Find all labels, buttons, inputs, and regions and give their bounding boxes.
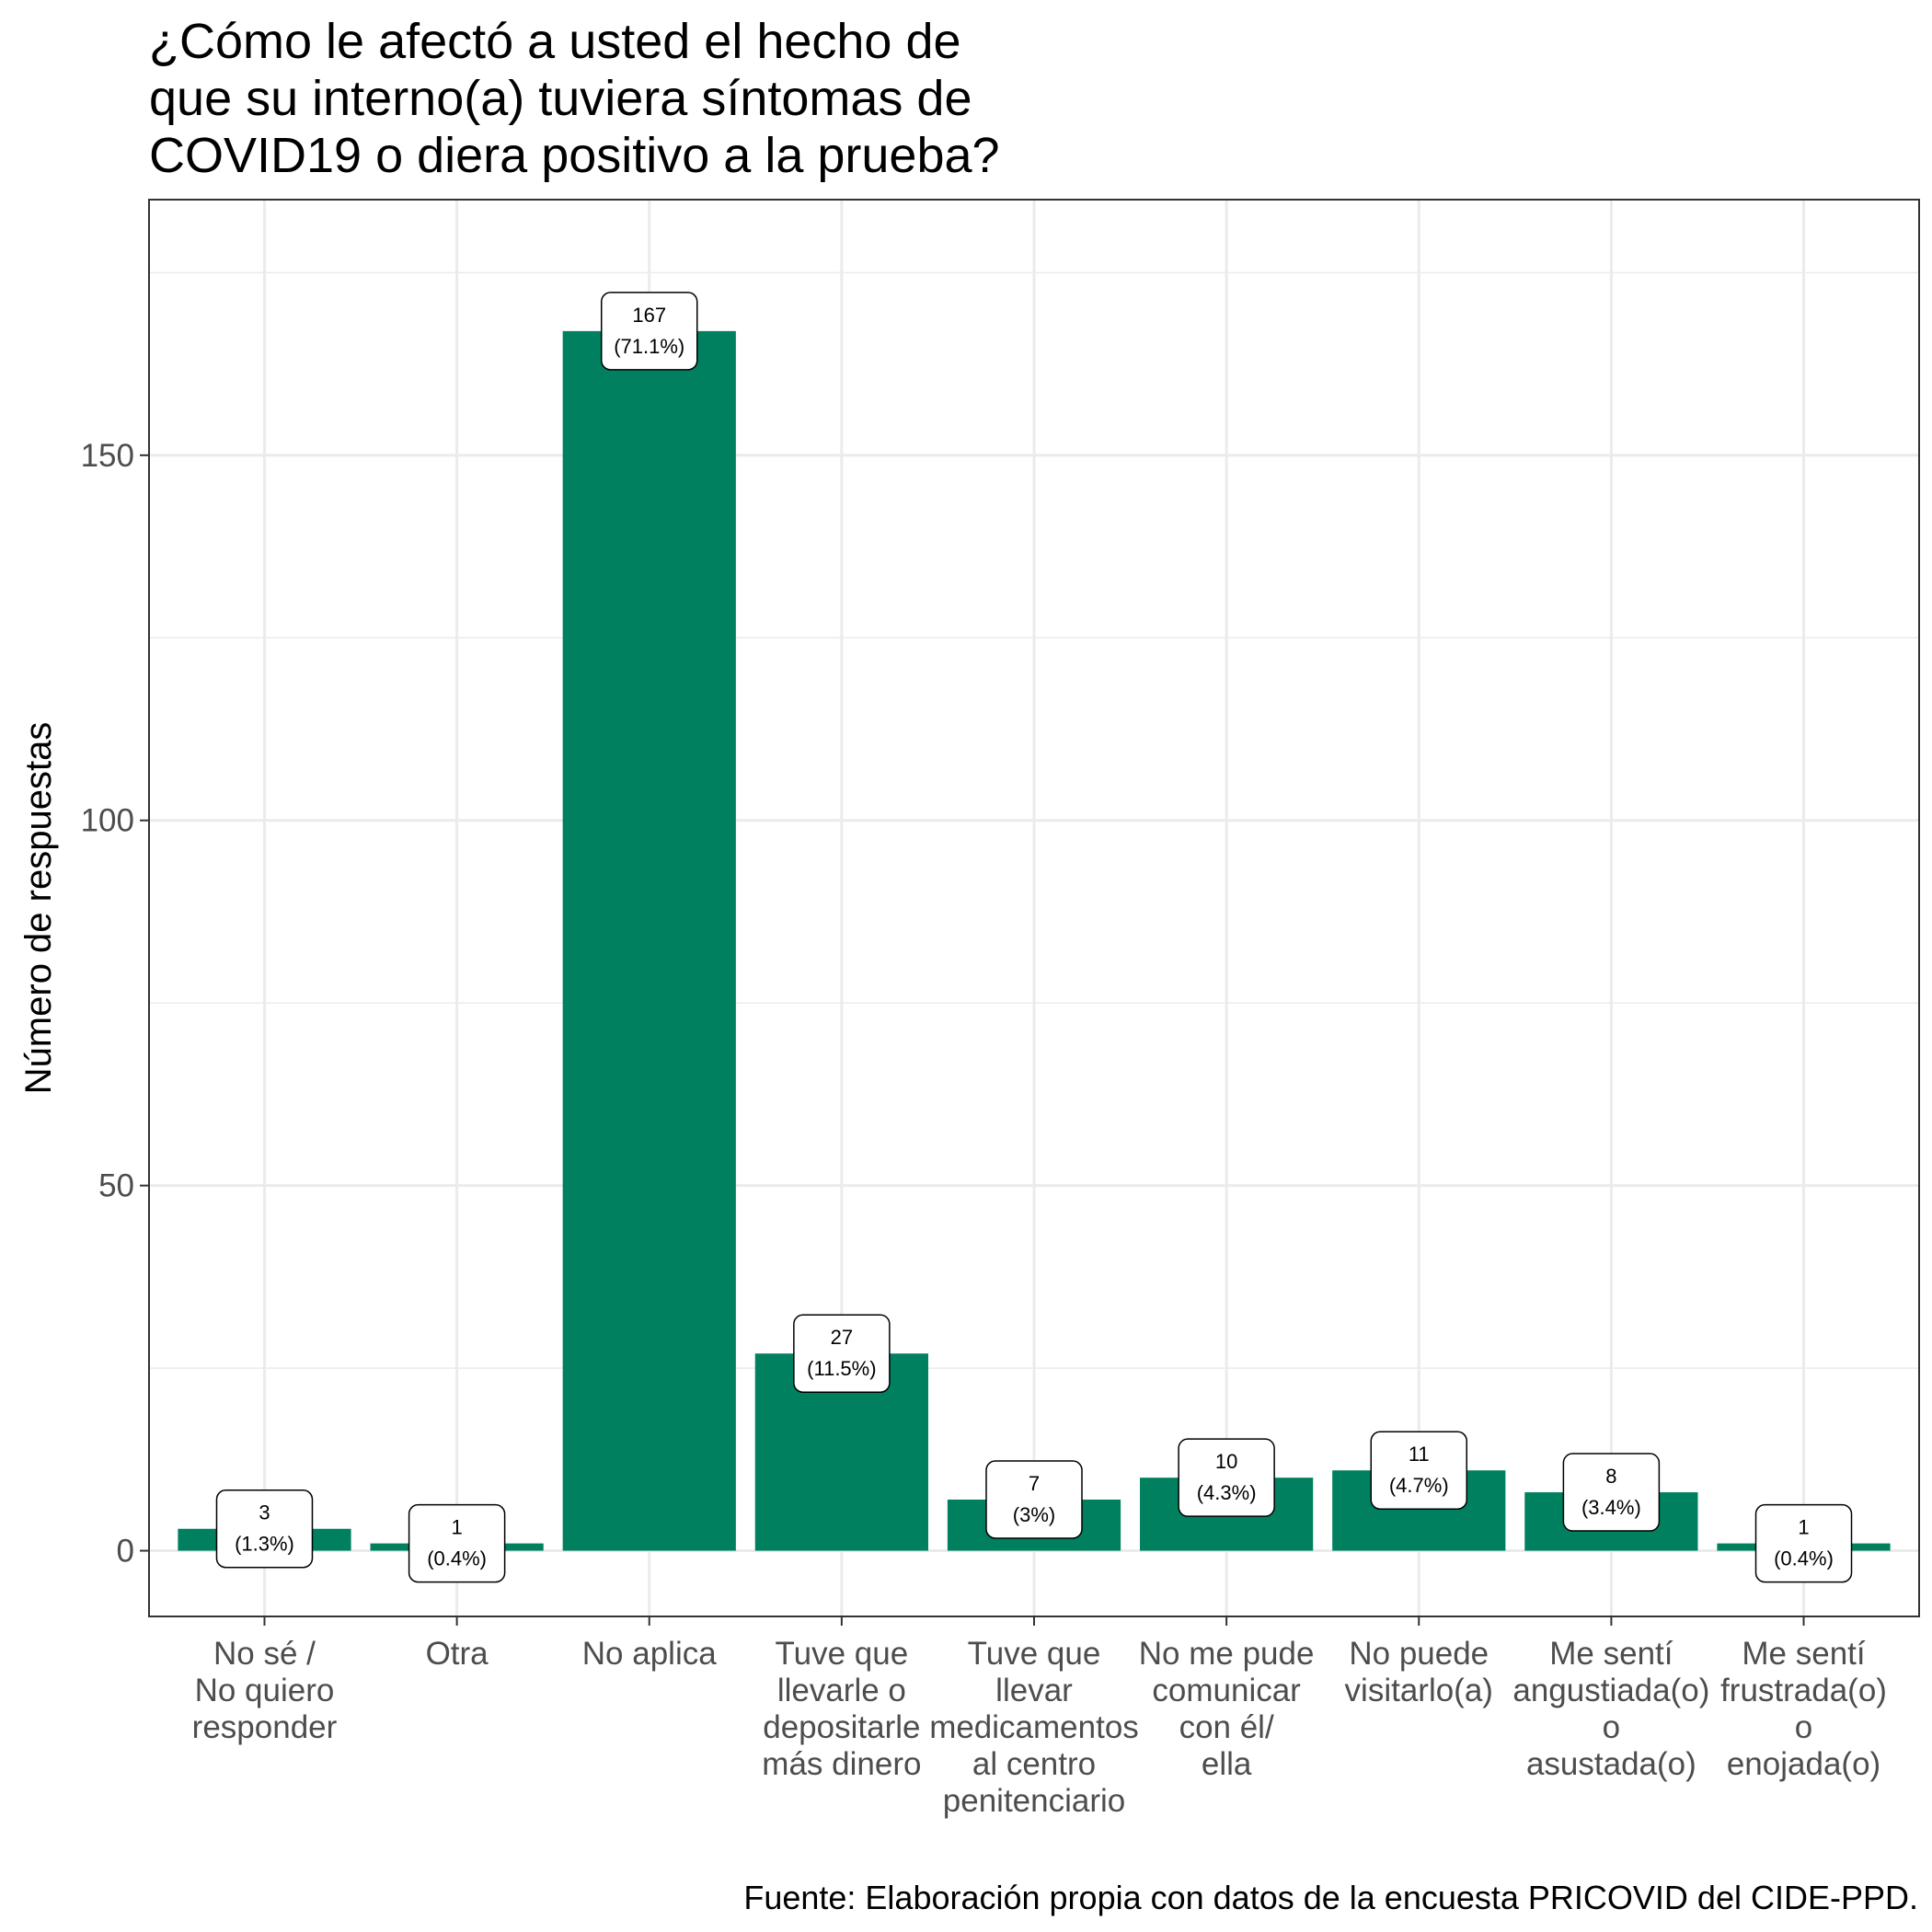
y-axis-title: Número de respuestas	[18, 722, 59, 1095]
y-tick-label: 0	[117, 1534, 134, 1570]
x-tick-label: No aplica	[582, 1636, 717, 1672]
data-label-box	[1370, 1431, 1468, 1510]
data-label: (3%)	[1013, 1503, 1055, 1526]
data-label-group: 8 (3.4%)	[1562, 1453, 1661, 1532]
data-label-box	[985, 1460, 1083, 1539]
data-label-box	[408, 1503, 506, 1583]
data-label: (71.1%)	[614, 335, 684, 358]
data-label-group: 10 (4.3%)	[1178, 1438, 1275, 1517]
data-label-box	[215, 1489, 314, 1569]
data-label: (11.5%)	[807, 1357, 876, 1380]
x-tick-label: Me sentí angustiada(o) o asustada(o)	[1512, 1636, 1709, 1782]
x-tick-label: Me sentí frustrada(o) o enojada(o)	[1720, 1636, 1887, 1782]
y-tick-label: 100	[81, 803, 134, 839]
data-label: 27	[831, 1326, 853, 1349]
data-label: (3.4%)	[1581, 1496, 1641, 1519]
data-label: (0.4%)	[427, 1547, 487, 1570]
chart-title: ¿Cómo le afectó a usted el hecho de que …	[149, 14, 1000, 183]
data-label: 167	[632, 304, 666, 327]
y-tick-label: 150	[81, 438, 134, 474]
x-tick-label: No me pude comunicar con él/ella	[1139, 1636, 1315, 1782]
data-label-box	[1178, 1438, 1275, 1517]
data-label: 1	[1798, 1516, 1809, 1539]
data-label-box	[793, 1314, 891, 1393]
data-label-group: 3 (1.3%)	[215, 1489, 314, 1569]
chart-caption: Fuente: Elaboración propia con datos de …	[743, 1879, 1918, 1916]
x-tick-label: Otra	[426, 1636, 489, 1672]
data-label-box	[1562, 1453, 1661, 1532]
data-labels: 3 (1.3%) 1 (0.4%) 167 (71.1%) 27 (11.5%) 7 (3%) 10…	[215, 292, 1853, 1583]
y-tick-label: 50	[98, 1168, 134, 1204]
data-label: (4.7%)	[1389, 1474, 1449, 1497]
data-label: (1.3%)	[235, 1533, 294, 1556]
data-label: 11	[1409, 1443, 1430, 1466]
data-label-group: 1 (0.4%)	[408, 1503, 506, 1583]
axes: 0 50 100 150 No sé / No quiero responder Otra No…	[81, 438, 1887, 1819]
x-tick-label: Tuve que llevar medicamentos al centro penit…	[929, 1636, 1139, 1819]
x-tick-label: No sé / No quiero responder	[192, 1636, 338, 1745]
data-label: (0.4%)	[1774, 1547, 1834, 1570]
data-label: 7	[1029, 1472, 1040, 1495]
data-label: 10	[1215, 1450, 1237, 1473]
data-label: (4.3%)	[1197, 1481, 1257, 1504]
data-label-box	[1754, 1503, 1853, 1583]
data-label-group: 27 (11.5%)	[793, 1314, 891, 1393]
data-label-group: 11 (4.7%)	[1370, 1431, 1468, 1510]
data-label: 3	[259, 1501, 270, 1524]
bar	[562, 330, 736, 1551]
data-label-group: 167 (71.1%)	[600, 292, 698, 371]
data-label: 8	[1605, 1465, 1616, 1488]
data-label: 1	[451, 1516, 462, 1539]
x-tick-label: No puede visitarlo(a)	[1345, 1636, 1493, 1708]
data-label-box	[600, 292, 698, 371]
data-label-group: 1 (0.4%)	[1754, 1503, 1853, 1583]
data-label-group: 7 (3%)	[985, 1460, 1083, 1539]
x-tick-label: Tuve que llevarle o depositarle más dinero	[762, 1636, 921, 1782]
